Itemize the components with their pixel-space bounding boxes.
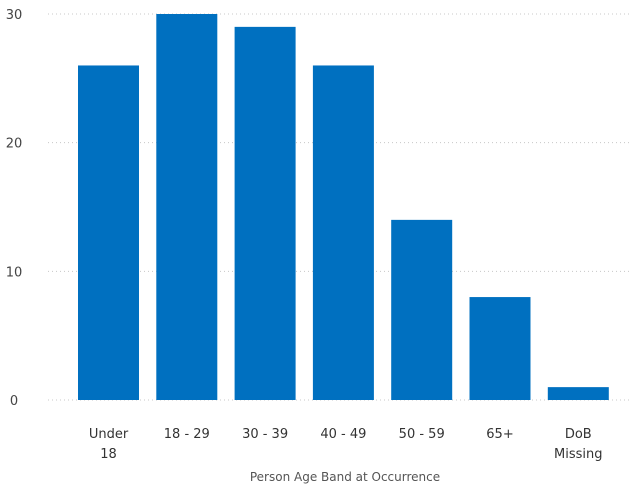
bars [78, 14, 609, 400]
x-tick-label-line: Under [89, 427, 129, 442]
x-tick-label: 18 - 29 [164, 427, 210, 442]
x-tick-label: Under 18 [89, 427, 129, 462]
x-tick-label: 50 - 59 [399, 427, 445, 442]
y-tick-label: 0 [10, 394, 18, 409]
x-tick-label: 40 - 49 [320, 427, 366, 442]
x-tick-label-line: 30 - 39 [242, 427, 288, 442]
x-tick-label-line: 50 - 59 [399, 427, 445, 442]
x-tick-label-line: 18 [100, 447, 117, 462]
bar[interactable] [469, 297, 531, 400]
x-tick-label-line: 18 - 29 [164, 427, 210, 442]
x-tick-label-line: 40 - 49 [320, 427, 366, 442]
y-tick-label: 20 [6, 137, 23, 152]
x-tick-label-line: 65+ [486, 427, 513, 442]
bar[interactable] [156, 14, 218, 400]
bar[interactable] [234, 26, 296, 400]
bar[interactable] [547, 387, 609, 400]
x-axis-title: Person Age Band at Occurrence [250, 470, 440, 484]
bar[interactable] [391, 219, 453, 400]
x-tick-label-line: DoB [565, 427, 592, 442]
y-axis-ticks: 0 10 20 30 [6, 8, 23, 409]
gridlines [48, 13, 630, 401]
y-tick-label: 30 [6, 8, 23, 23]
x-axis-ticks: Under 18 18 - 29 30 - 39 40 - 49 50 - 59 65+ Do… [89, 427, 603, 462]
x-tick-label: 30 - 39 [242, 427, 288, 442]
bar[interactable] [312, 65, 374, 400]
x-tick-label: DoB Missing [554, 427, 602, 462]
x-tick-label: 65+ [486, 427, 513, 442]
bar[interactable] [78, 65, 139, 400]
x-tick-label-line: Missing [554, 447, 602, 462]
y-tick-label: 10 [6, 265, 23, 280]
